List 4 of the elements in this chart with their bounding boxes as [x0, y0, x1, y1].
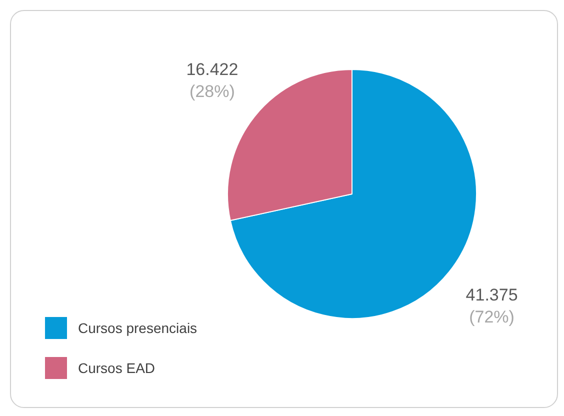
data-label: 41.375 (72%) [466, 285, 518, 326]
data-label: 16.422 (28%) [186, 60, 238, 102]
legend-label: Cursos presenciais [78, 320, 198, 336]
legend-label: Cursos EAD [78, 360, 156, 376]
